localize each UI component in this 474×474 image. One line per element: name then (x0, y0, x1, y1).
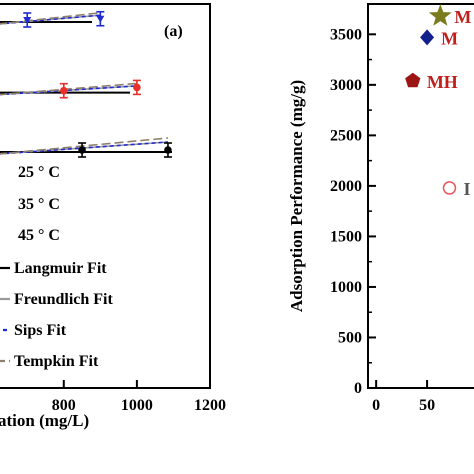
legend-label: Sips Fit (14, 322, 67, 339)
legend-item: 35 ° C (18, 196, 60, 213)
material-point: I (442, 179, 470, 199)
y-axis-title: Adsorption Performance (mg/g) (287, 80, 306, 312)
legend-item: Freundlich Fit (0, 291, 113, 308)
x-tick-label: 1200 (194, 397, 226, 414)
point-label: M (454, 7, 471, 27)
x-tick-label: 800 (52, 397, 76, 414)
legend-item: 25 ° C (18, 164, 60, 181)
y-tick-label: 500 (338, 329, 362, 346)
legend-label: Langmuir Fit (14, 260, 107, 277)
material-point: MH (405, 72, 458, 92)
point-label: I (463, 179, 470, 199)
fit-line (0, 85, 137, 96)
legend-label: 45 ° C (18, 227, 60, 244)
legend-item: Sips Fit (0, 322, 67, 339)
point-label: MH (427, 72, 458, 92)
y-tick-label: 3000 (330, 77, 362, 94)
y-tick-label: 2500 (330, 127, 362, 144)
adsorption-comparison-panel: 0 500 1000 1500 2000 2500 3000 3500 0 50 Adsorpt… (287, 3, 474, 414)
x-axis-ticks: 0 50 (372, 380, 435, 414)
x-tick-label: 50 (419, 397, 435, 414)
plot-frame-right (367, 3, 474, 389)
y-tick-label: 2000 (330, 178, 362, 195)
data-points (23, 10, 172, 158)
material-points: MM MH I (405, 4, 471, 199)
legend: 25 ° C 35 ° C 45 ° C Langmuir Fit Freundlich… (0, 164, 113, 370)
fit-lines (0, 12, 172, 155)
legend-label: Tempkin Fit (14, 353, 99, 370)
legend-item: 45 ° C (18, 227, 60, 244)
y-tick-label: 0 (354, 380, 362, 397)
y-tick-label: 1000 (330, 279, 362, 296)
data-point (163, 142, 172, 158)
legend-label: 25 ° C (18, 164, 60, 181)
x-axis-title: ation (mg/L) (0, 411, 89, 430)
fit-line (0, 12, 101, 25)
fit-line (0, 82, 137, 96)
data-point (132, 79, 141, 96)
y-axis-ticks: 0 500 1000 1500 2000 2500 3000 3500 (330, 26, 376, 397)
legend-item: Langmuir Fit (0, 260, 107, 277)
x-tick-label: 1000 (121, 397, 153, 414)
data-point (96, 10, 105, 27)
plot-frame-left (0, 3, 211, 389)
legend-item: Tempkin Fit (0, 353, 99, 370)
legend-label: 35 ° C (18, 196, 60, 213)
legend-label: Freundlich Fit (14, 291, 113, 308)
data-point (59, 82, 68, 99)
data-point (78, 142, 87, 158)
point-label: M (441, 28, 458, 48)
panel-label: (a) (164, 23, 183, 40)
material-point: M (428, 4, 471, 27)
material-point: M (420, 28, 458, 48)
isotherm-panel: (a) 800 1000 1200 ation (mg/L) 25 ° C 35 ° … (0, 3, 226, 430)
fit-line (0, 137, 169, 155)
x-tick-label: 0 (372, 397, 380, 414)
x-axis-ticks: 800 1000 1200 (52, 380, 226, 414)
y-tick-label: 3500 (330, 26, 362, 43)
data-point (23, 12, 32, 28)
y-tick-label: 1500 (330, 228, 362, 245)
